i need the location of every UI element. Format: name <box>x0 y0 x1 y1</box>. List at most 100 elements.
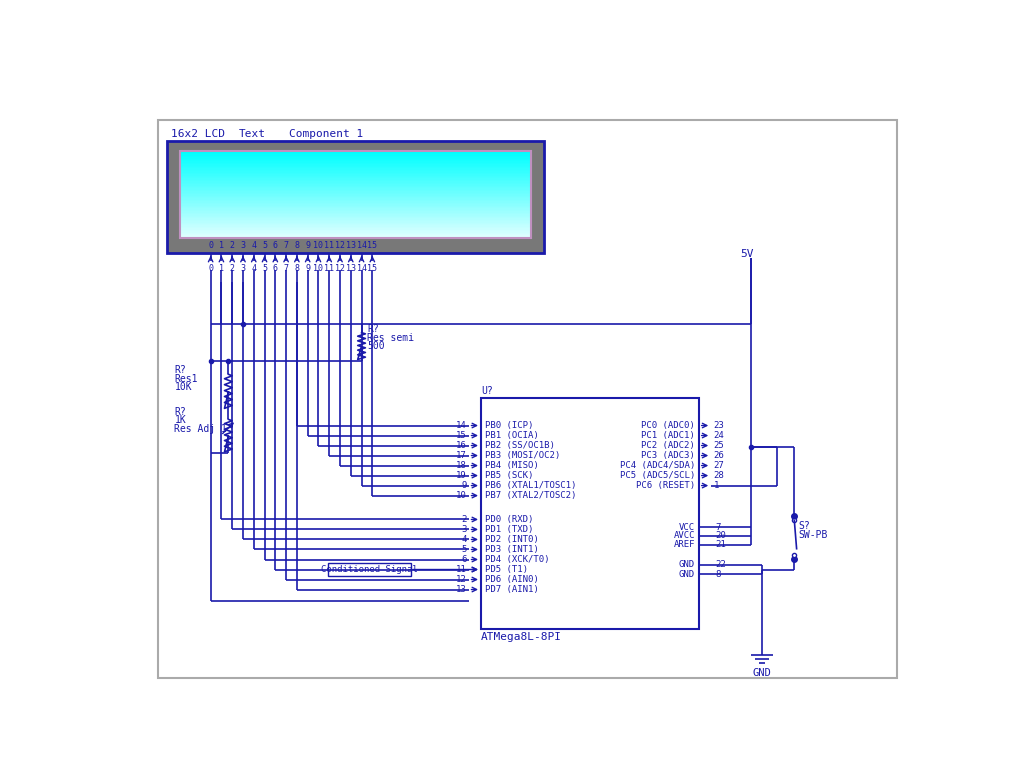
Text: PB2 (SS/OC1B): PB2 (SS/OC1B) <box>484 441 555 450</box>
Text: 10: 10 <box>313 241 324 250</box>
Text: 22: 22 <box>716 560 726 570</box>
Text: 14: 14 <box>356 241 367 250</box>
Text: 13: 13 <box>346 264 355 273</box>
Text: 5: 5 <box>462 545 467 554</box>
Bar <box>180 176 530 177</box>
Bar <box>180 164 530 166</box>
Text: PB1 (OCIA): PB1 (OCIA) <box>484 431 539 440</box>
Bar <box>180 163 530 164</box>
Text: 15: 15 <box>368 264 377 273</box>
Text: 27: 27 <box>714 461 724 470</box>
Text: PD0 (RXD): PD0 (RXD) <box>484 515 534 524</box>
Bar <box>180 217 530 218</box>
Text: 12: 12 <box>335 241 345 250</box>
Bar <box>180 227 530 228</box>
Bar <box>180 173 530 174</box>
Text: U?: U? <box>481 386 493 396</box>
Text: 3: 3 <box>462 525 467 534</box>
Bar <box>180 221 530 223</box>
Text: R?: R? <box>174 365 186 375</box>
Text: 0: 0 <box>208 241 213 250</box>
Text: PB6 (XTAL1/TOSC1): PB6 (XTAL1/TOSC1) <box>484 481 577 490</box>
Text: 1: 1 <box>219 241 224 250</box>
FancyBboxPatch shape <box>329 563 411 576</box>
Bar <box>180 180 530 181</box>
Text: PC5 (ADC5/SCL): PC5 (ADC5/SCL) <box>620 471 695 480</box>
Text: 20: 20 <box>716 531 726 540</box>
Bar <box>180 231 530 233</box>
Text: 4: 4 <box>251 264 256 273</box>
Text: 8: 8 <box>294 264 299 273</box>
Bar <box>180 204 530 206</box>
Text: 16x2 LCD: 16x2 LCD <box>171 129 224 139</box>
Text: R?: R? <box>367 324 379 334</box>
Text: 2: 2 <box>229 264 234 273</box>
Bar <box>180 152 530 154</box>
Bar <box>180 183 530 184</box>
Bar <box>180 214 530 215</box>
Bar <box>180 201 530 203</box>
Text: 17: 17 <box>457 451 467 460</box>
Bar <box>180 191 530 193</box>
Text: 11: 11 <box>457 565 467 574</box>
Bar <box>180 211 530 213</box>
Bar <box>180 157 530 159</box>
Text: 11: 11 <box>325 241 334 250</box>
Bar <box>180 193 530 194</box>
Text: Conditioned Signal: Conditioned Signal <box>321 565 418 574</box>
Bar <box>180 215 530 217</box>
Bar <box>180 177 530 179</box>
Bar <box>180 171 530 173</box>
Text: PC6 (RESET): PC6 (RESET) <box>636 481 695 490</box>
Text: 5: 5 <box>262 241 267 250</box>
Text: 11: 11 <box>325 264 334 273</box>
Text: Text: Text <box>239 129 265 139</box>
Text: PD6 (AIN0): PD6 (AIN0) <box>484 575 539 584</box>
Bar <box>180 198 530 200</box>
Text: PD7 (AIN1): PD7 (AIN1) <box>484 585 539 594</box>
Bar <box>180 203 530 204</box>
Text: AVCC: AVCC <box>674 531 695 540</box>
Bar <box>167 141 544 253</box>
Text: 24: 24 <box>714 431 724 440</box>
Text: PD1 (TXD): PD1 (TXD) <box>484 525 534 534</box>
Text: 6: 6 <box>272 264 278 273</box>
Bar <box>180 151 531 238</box>
Bar <box>180 218 530 220</box>
Text: 6: 6 <box>272 241 278 250</box>
Text: PC2 (ADC2): PC2 (ADC2) <box>641 441 695 450</box>
Bar <box>180 167 530 169</box>
Bar <box>180 194 530 196</box>
Text: 15: 15 <box>457 431 467 440</box>
Text: PD4 (XCK/T0): PD4 (XCK/T0) <box>484 555 549 564</box>
Text: 2: 2 <box>229 241 234 250</box>
Text: 12: 12 <box>335 264 345 273</box>
Text: 18: 18 <box>457 461 467 470</box>
Text: PB7 (XTAL2/TOSC2): PB7 (XTAL2/TOSC2) <box>484 491 577 500</box>
Text: 4: 4 <box>251 241 256 250</box>
Text: 2: 2 <box>462 515 467 524</box>
Text: ATMega8L-8PI: ATMega8L-8PI <box>481 632 562 642</box>
Text: PB5 (SCK): PB5 (SCK) <box>484 471 534 480</box>
Bar <box>180 220 530 221</box>
Text: AREF: AREF <box>674 540 695 550</box>
Text: 21: 21 <box>716 540 726 550</box>
Text: Res semi: Res semi <box>367 333 414 343</box>
Bar <box>180 210 530 211</box>
Text: PB3 (MOSI/OC2): PB3 (MOSI/OC2) <box>484 451 560 460</box>
Text: GND: GND <box>679 570 695 579</box>
Bar <box>180 179 530 180</box>
Bar <box>180 206 530 207</box>
Text: 14: 14 <box>457 421 467 430</box>
Text: 6: 6 <box>462 555 467 564</box>
Bar <box>481 398 698 628</box>
Bar <box>180 187 530 188</box>
Bar <box>180 233 530 234</box>
Text: 16: 16 <box>457 441 467 450</box>
Text: 0: 0 <box>208 264 213 273</box>
Bar <box>180 181 530 183</box>
Text: 1: 1 <box>714 481 719 490</box>
Text: PD5 (T1): PD5 (T1) <box>484 565 527 574</box>
Text: 10: 10 <box>313 264 324 273</box>
Bar <box>180 174 530 176</box>
